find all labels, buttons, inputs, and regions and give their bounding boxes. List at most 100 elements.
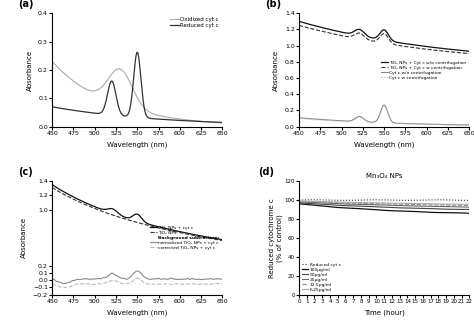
Cyt c w centrifugation — [381, 104, 387, 108]
Oxidized cyt c — [49, 60, 55, 64]
100μg/ml — [296, 202, 302, 206]
6.25μg/ml — [303, 199, 309, 203]
Reduced cyt c — [134, 50, 140, 54]
6.25μg/ml — [306, 199, 312, 203]
corrected TiO₂ NPs + cyt c — [219, 282, 225, 286]
Y-axis label: Absorbance: Absorbance — [273, 49, 279, 90]
Line: Cyt c w centrifugation: Cyt c w centrifugation — [299, 106, 469, 125]
TiO₂ NPs — [219, 239, 225, 243]
TiO₂ NPs + Cyt c w/o centrifugation — [410, 43, 416, 47]
50μg/ml — [306, 202, 312, 206]
Y-axis label: Reduced cytochrome c
(% of control): Reduced cytochrome c (% of control) — [269, 198, 283, 278]
Cyt c w/o centrifugation — [340, 119, 346, 123]
12.5μg/ml — [458, 203, 464, 207]
6.25μg/ml — [452, 202, 457, 206]
normalized TiO₂ NPs + cyt c — [62, 282, 68, 286]
normalized TiO₂ NPs + cyt c — [219, 277, 225, 281]
Legend: TiO₂ NPs + Cyt c w/o centrifugation, TiO₂ NPs + Cyt c w centrifugation, Cyt c w/: TiO₂ NPs + Cyt c w/o centrifugation, TiO… — [381, 60, 467, 80]
Reduced cyt c — [178, 118, 183, 122]
TiO₂ NPs — [163, 228, 169, 232]
Cyt c w centrifugation — [397, 122, 402, 126]
TiO₂ NPs + cyt c — [163, 226, 169, 230]
Line: Reduced cyt c: Reduced cyt c — [52, 52, 222, 122]
corrected TiO₂ NPs + cyt c — [49, 282, 55, 286]
X-axis label: Time (hour): Time (hour) — [364, 309, 405, 316]
corrected TiO₂ NPs + cyt c — [62, 286, 67, 290]
Cyt c w centrifugation — [410, 122, 416, 126]
Reduced cyt c — [454, 198, 459, 202]
corrected TiO₂ NPs + cyt c — [178, 282, 184, 286]
Cyt c w centrifugation — [296, 117, 302, 120]
TiO₂ NPs + Cyt c w centrifugation — [326, 31, 332, 35]
12.5μg/ml — [341, 201, 347, 205]
6.25μg/ml — [341, 200, 347, 204]
TiO₂ NPs — [177, 231, 183, 235]
6.25μg/ml — [458, 202, 464, 206]
6.25μg/ml — [328, 200, 334, 204]
Text: (a): (a) — [18, 0, 34, 9]
TiO₂ NPs + Cyt c w/o centrifugation — [396, 41, 402, 45]
25μg/ml — [296, 200, 302, 204]
Cyt c w centrifugation — [466, 123, 472, 127]
12.5μg/ml — [328, 201, 334, 205]
Line: TiO₂ NPs + cyt c: TiO₂ NPs + cyt c — [52, 185, 222, 240]
Reduced cyt c — [303, 198, 309, 202]
25μg/ml — [306, 200, 312, 204]
TiO₂ NPs + cyt c — [127, 216, 132, 220]
25μg/ml — [328, 201, 334, 205]
Text: (b): (b) — [265, 0, 281, 9]
50μg/ml — [341, 204, 347, 208]
Reduced cyt c — [49, 105, 55, 109]
TiO₂ NPs + cyt c — [80, 199, 85, 203]
Line: 12.5μg/ml: 12.5μg/ml — [299, 202, 469, 205]
Reduced cyt c — [296, 198, 302, 202]
TiO₂ NPs — [80, 201, 85, 205]
TiO₂ NPs + Cyt c w centrifugation — [340, 34, 346, 38]
Oxidized cyt c — [80, 85, 85, 89]
TiO₂ NPs — [93, 207, 99, 211]
TiO₂ NPs + Cyt c w/o centrifugation — [424, 45, 430, 49]
Reduced cyt c — [460, 198, 465, 202]
Oxidized cyt c — [219, 121, 225, 125]
TiO₂ NPs + cyt c — [49, 183, 55, 187]
TiO₂ NPs + cyt c — [177, 230, 183, 234]
Reduced cyt c — [219, 120, 225, 124]
Cyt c w/o centrifugation — [397, 121, 402, 125]
Y-axis label: Absorbance: Absorbance — [21, 217, 27, 259]
Line: 100μg/ml: 100μg/ml — [299, 204, 469, 213]
6.25μg/ml — [296, 199, 302, 203]
Oxidized cyt c — [177, 117, 183, 121]
normalized TiO₂ NPs + cyt c — [164, 277, 169, 281]
Reduced cyt c — [80, 110, 85, 114]
12.5μg/ml — [466, 203, 472, 207]
normalized TiO₂ NPs + cyt c — [93, 277, 99, 281]
50μg/ml — [458, 208, 464, 212]
Reduced cyt c — [342, 198, 348, 202]
normalized TiO₂ NPs + cyt c — [150, 277, 156, 281]
corrected TiO₂ NPs + cyt c — [127, 281, 132, 285]
6.25μg/ml — [466, 202, 472, 206]
Line: 25μg/ml: 25μg/ml — [299, 202, 469, 207]
Line: Cyt c w/o centrifugation: Cyt c w/o centrifugation — [299, 105, 469, 125]
50μg/ml — [296, 201, 302, 205]
corrected TiO₂ NPs + cyt c — [80, 282, 85, 286]
12.5μg/ml — [303, 200, 309, 204]
corrected TiO₂ NPs + cyt c — [150, 282, 156, 286]
TiO₂ NPs — [127, 218, 132, 222]
TiO₂ NPs + Cyt c w centrifugation — [396, 44, 402, 48]
Reduced cyt c — [163, 118, 169, 121]
50μg/ml — [466, 208, 472, 212]
normalized TiO₂ NPs + cyt c — [49, 277, 55, 281]
TiO₂ NPs + Cyt c w/o centrifugation — [340, 30, 346, 34]
50μg/ml — [328, 203, 334, 207]
Oxidized cyt c — [127, 79, 132, 83]
Reduced cyt c — [433, 198, 439, 202]
Cyt c w/o centrifugation — [373, 119, 379, 123]
100μg/ml — [303, 202, 309, 206]
normalized TiO₂ NPs + cyt c — [80, 277, 85, 281]
Cyt c w/o centrifugation — [326, 118, 332, 122]
TiO₂ NPs — [49, 186, 55, 190]
Text: (c): (c) — [18, 166, 33, 177]
X-axis label: Wavelength (nm): Wavelength (nm) — [354, 141, 414, 148]
25μg/ml — [466, 205, 472, 209]
